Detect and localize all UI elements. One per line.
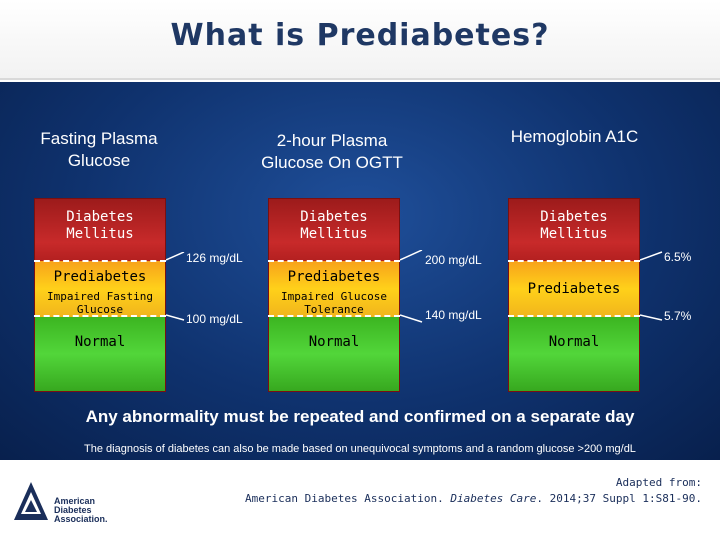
citation-journal: Diabetes Care [450,492,537,505]
prediabetes-segment-a1c: Prediabetes [509,261,639,317]
prediabetes-segment-fasting: Prediabetes Impaired Fasting Glucose [35,261,165,317]
diabetes-segment-fasting: Diabetes Mellitus [35,199,165,261]
threshold-a1c-lower: 5.7% [664,309,692,323]
threshold-connector-ogtt [400,250,423,323]
header-ogtt-line2: Glucose On OGTT [261,153,403,172]
footer: American Diabetes Association. Adapted f… [0,460,720,540]
threshold-ogtt-upper: 200 mg/dL [425,253,482,267]
normal-label: Normal [548,334,600,350]
prediabetes-sublabel-line1: Impaired Glucose [281,290,387,303]
normal-label: Normal [308,334,360,350]
normal-segment-ogtt: Normal [269,317,399,391]
ada-logo-text: American Diabetes Association. [54,497,108,524]
diabetes-label-line1: Diabetes [540,209,608,225]
threshold-a1c-upper: 6.5% [664,250,692,264]
header-ogtt: 2-hour Plasma Glucose On OGTT [232,130,432,174]
header-fasting-line2: Glucose [67,151,131,170]
threshold-fasting-lower: 100 mg/dL [186,312,243,326]
diabetes-label-line2: Mellitus [300,226,368,242]
diabetes-segment-ogtt: Diabetes Mellitus [269,199,399,261]
diabetes-label-line1: Diabetes [66,209,134,225]
slide-title: What is Prediabetes? [170,18,550,53]
sub-note: The diagnosis of diabetes can also be ma… [84,443,636,455]
logo-line2: Diabetes [54,505,92,515]
diabetes-label-line2: Mellitus [66,226,134,242]
prediabetes-label: Prediabetes [53,269,147,285]
lower-threshold-line-ogtt [268,315,400,317]
header-a1c: Hemoglobin A1C [482,126,667,148]
column-fasting: Diabetes Mellitus Prediabetes Impaired F… [34,198,166,392]
lower-threshold-line-fasting [34,315,166,317]
threshold-ogtt-lower: 140 mg/dL [425,308,482,322]
column-a1c: Diabetes Mellitus Prediabetes Normal [508,198,640,392]
logo-line1: American [54,496,96,506]
diabetes-segment-a1c: Diabetes Mellitus [509,199,639,261]
prediabetes-sublabel-line2: Glucose [76,303,124,316]
prediabetes-label: Prediabetes [527,281,621,297]
prediabetes-sublabel-line2: Tolerance [304,303,364,316]
content-panel: Fasting Plasma Glucose 2-hour Plasma Glu… [0,82,720,460]
threshold-connector-a1c [640,251,663,321]
lower-threshold-line-a1c [508,315,640,317]
ada-triangle-logo-icon [14,482,48,520]
header-a1c-line1: Hemoglobin A1C [510,127,639,146]
header-fasting: Fasting Plasma Glucose [14,128,184,172]
header-ogtt-line1: 2-hour Plasma [276,131,388,150]
citation-prefix: American Diabetes Association. [245,492,451,505]
threshold-connector-fasting [166,252,185,321]
prediabetes-segment-ogtt: Prediabetes Impaired Glucose Tolerance [269,261,399,317]
threshold-fasting-upper: 126 mg/dL [186,251,243,265]
diabetes-label-line2: Mellitus [540,226,608,242]
citation-line1: Adapted from: [615,476,702,489]
logo-line3: Association. [54,514,108,524]
title-bar: What is Prediabetes? [0,0,720,80]
citation-line2: American Diabetes Association. Diabetes … [245,491,702,507]
column-ogtt: Diabetes Mellitus Prediabetes Impaired G… [268,198,400,392]
main-note: Any abnormality must be repeated and con… [85,407,635,426]
citation: Adapted from: American Diabetes Associat… [245,475,702,507]
prediabetes-sublabel-line1: Impaired Fasting [47,290,153,303]
header-fasting-line1: Fasting Plasma [40,129,158,148]
citation-suffix: . 2014;37 Suppl 1:S81-90. [536,492,702,505]
upper-threshold-line-ogtt [268,260,400,262]
diabetes-label-line1: Diabetes [300,209,368,225]
upper-threshold-line-a1c [508,260,640,262]
normal-segment-fasting: Normal [35,317,165,391]
upper-threshold-line-fasting [34,260,166,262]
prediabetes-label: Prediabetes [287,269,381,285]
normal-segment-a1c: Normal [509,317,639,391]
normal-label: Normal [74,334,126,350]
